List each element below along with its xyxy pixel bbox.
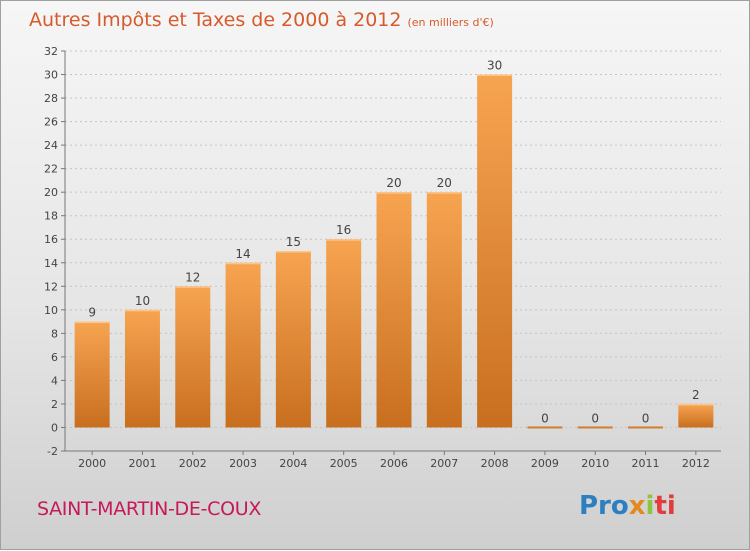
y-tick-label: 20 [44, 186, 58, 199]
x-tick-label: 2003 [229, 457, 257, 470]
x-tick-labels: 2000 2001 2002 2003 2004 2005 2006 2007 2008 2009… [78, 457, 710, 470]
bar-value-label: 0 [541, 411, 549, 425]
x-tick-label: 2004 [279, 457, 307, 470]
bar-value-label: 14 [235, 247, 250, 261]
x-tick-label: 2002 [179, 457, 207, 470]
bar-highlight [678, 403, 714, 406]
bar-highlight [74, 321, 110, 324]
bar-highlight [326, 239, 362, 241]
proxiti-logo: Proxiti [579, 491, 676, 521]
bar-value-label: 0 [591, 411, 599, 425]
logo-part-2: x [628, 491, 646, 521]
x-tick-label: 2001 [128, 457, 156, 470]
y-tick-label: 26 [44, 116, 58, 129]
logo-part-3: i [645, 491, 655, 521]
x-tick-label: 2006 [380, 457, 408, 470]
x-tick-label: 2011 [632, 457, 660, 470]
y-tick-label: 32 [44, 45, 58, 58]
bar-value-label: 2 [692, 388, 700, 402]
x-tick-label: 2009 [531, 457, 559, 470]
city-name: SAINT-MARTIN-DE-COUX [37, 498, 262, 520]
y-tick-label: 22 [44, 163, 58, 176]
bar-value-labels: 9 10 12 14 15 16 20 20 30 0 0 0 2 [88, 59, 699, 426]
x-tick-label: 2012 [682, 457, 710, 470]
bar-highlight [175, 286, 211, 288]
bar-highlight [225, 262, 261, 265]
bar-value-label: 20 [386, 176, 401, 190]
bar [74, 321, 110, 428]
y-tick-label: 4 [51, 374, 58, 387]
bar [426, 192, 462, 428]
bar-highlight [275, 251, 311, 253]
bar-highlight [477, 74, 513, 77]
x-tick-label: 2007 [430, 457, 458, 470]
x-tick-label: 2008 [481, 457, 509, 470]
x-tick-label: 2000 [78, 457, 106, 470]
bar [225, 262, 261, 428]
chart-subtitle: (en milliers d'€) [407, 16, 494, 29]
logo-part-4: ti [654, 491, 676, 521]
bar [527, 426, 563, 429]
logo-part-1: Pro [579, 491, 629, 521]
chart-title-text: Autres Impôts et Taxes de 2000 à 2012 [29, 9, 402, 31]
bar-value-label: 15 [286, 235, 301, 249]
bar [175, 286, 211, 428]
bar-value-label: 12 [185, 270, 200, 284]
y-tick-label: 0 [51, 421, 58, 434]
bar [577, 426, 613, 429]
y-tick-label: 16 [44, 233, 58, 246]
bar [376, 192, 412, 428]
bar [275, 251, 311, 428]
bar-value-label: 30 [487, 59, 502, 73]
y-tick-label: 2 [51, 398, 58, 411]
y-tick-label: 30 [44, 69, 58, 82]
bar [326, 239, 362, 428]
bar [477, 74, 513, 428]
x-tick-label: 2010 [581, 457, 609, 470]
y-tick-label: 24 [44, 139, 58, 152]
y-tick-label: 12 [44, 280, 58, 293]
bar [678, 403, 714, 428]
y-tick-label: 10 [44, 304, 58, 317]
y-tick-label: 6 [51, 351, 58, 364]
bar-value-label: 10 [135, 294, 150, 308]
y-tick-label: 18 [44, 210, 58, 223]
bar-value-label: 0 [642, 411, 650, 425]
bar [124, 309, 160, 428]
y-tick-label: 8 [51, 327, 58, 340]
bar-value-label: 20 [437, 176, 452, 190]
bar-value-label: 16 [336, 223, 351, 237]
bar-value-label: 9 [88, 306, 96, 320]
y-tick-label: -2 [47, 445, 58, 458]
axes [61, 50, 721, 455]
bars [74, 74, 714, 429]
bar-highlight [426, 192, 462, 194]
y-tick-label: 28 [44, 92, 58, 105]
y-tick-label: 14 [44, 257, 58, 270]
x-tick-label: 2005 [330, 457, 358, 470]
bar [628, 426, 664, 429]
bar-highlight [376, 192, 412, 194]
bar-highlight [124, 309, 160, 312]
chart-title: Autres Impôts et Taxes de 2000 à 2012 (en… [29, 9, 494, 31]
